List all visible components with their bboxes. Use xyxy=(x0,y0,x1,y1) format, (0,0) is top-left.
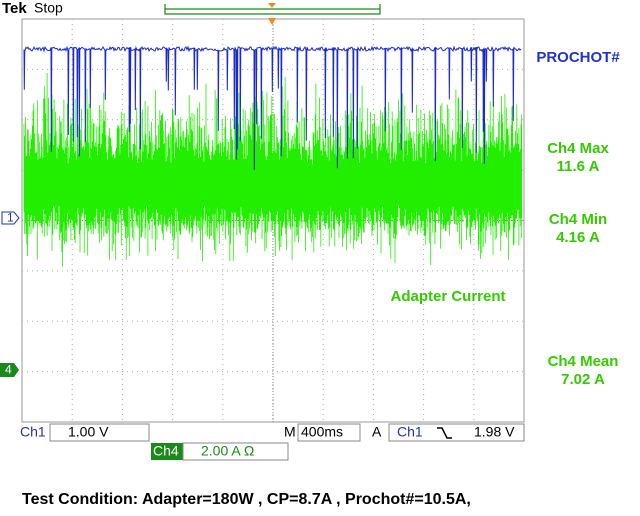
adapter-label: Adapter Current xyxy=(390,288,505,305)
trigger-position xyxy=(268,3,276,8)
timebase: 400ms xyxy=(301,424,343,440)
timebase-box xyxy=(297,423,361,442)
ch4-scale-box xyxy=(182,442,289,461)
trigger-source: Ch1 xyxy=(397,424,423,440)
acquisition-mode: A xyxy=(372,424,382,440)
graticule xyxy=(21,18,525,423)
prochot-trace xyxy=(23,45,522,170)
trigger-slope xyxy=(437,427,452,439)
measurement-value: 11.6 A xyxy=(557,158,600,175)
trigger-marker xyxy=(268,18,276,25)
timebase-prefix: M xyxy=(284,424,296,440)
run-status: Stop xyxy=(34,0,63,16)
trigger-box xyxy=(388,423,525,442)
measurement-name: Ch4 Mean xyxy=(548,353,619,370)
measurement-name: Ch4 Max xyxy=(547,140,609,157)
ch1-scale: 1.00 V xyxy=(68,424,109,440)
measurement-value: 7.02 A xyxy=(561,371,605,388)
prochot-label: PROCHOT# xyxy=(536,49,620,66)
measurement-value: 4.16 A xyxy=(556,229,600,246)
ch4-label: Ch4 xyxy=(153,443,179,459)
ch1-scale-box xyxy=(49,423,150,442)
trigger-level: 1.98 V xyxy=(474,424,515,440)
ch4-label-box xyxy=(151,443,183,460)
ch1-marker xyxy=(1,211,20,225)
ch4-marker xyxy=(0,363,19,377)
record-bracket xyxy=(164,4,381,15)
caption: Test Condition: Adapter=180W , CP=8.7A ,… xyxy=(22,491,471,508)
ch4-marker-label: 4 xyxy=(5,363,12,377)
measurement-name: Ch4 Min xyxy=(549,211,607,228)
ch1-marker-label: 1 xyxy=(7,211,14,225)
ch4-scale: 2.00 A Ω xyxy=(201,443,254,459)
brand: Tek xyxy=(2,0,27,17)
ch1-label: Ch1 xyxy=(20,424,46,440)
adapter-current-trace xyxy=(23,72,523,267)
